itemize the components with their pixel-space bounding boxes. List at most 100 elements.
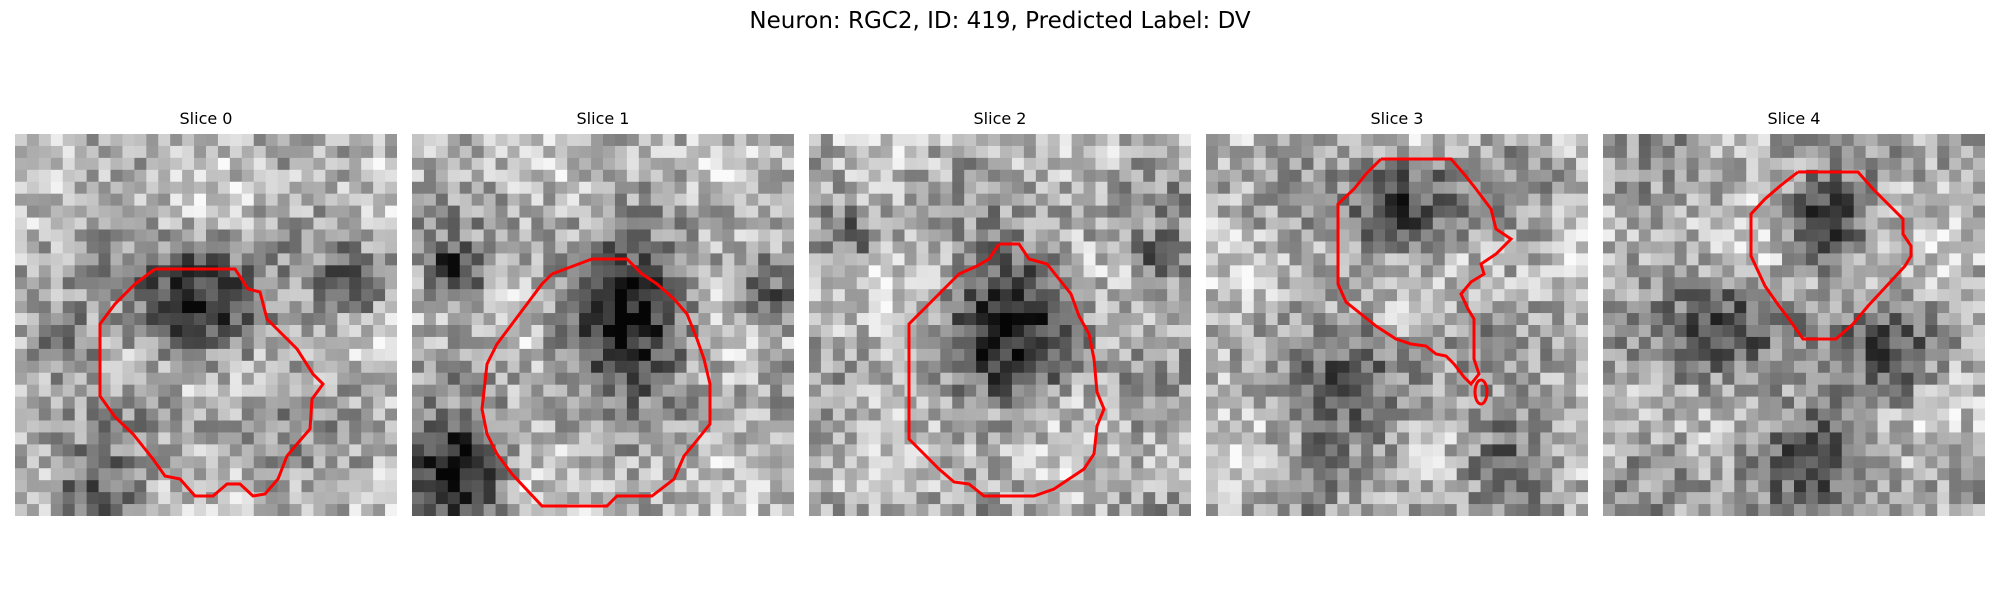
image-pixel [170, 444, 183, 457]
image-pixel [1167, 336, 1180, 350]
image-pixel [337, 229, 350, 242]
image-pixel [471, 217, 485, 230]
image-pixel [313, 432, 326, 445]
image-pixel [650, 420, 664, 433]
image-pixel [698, 313, 711, 326]
image-pixel [1468, 444, 1481, 457]
image-pixel [543, 336, 556, 350]
image-pixel [1901, 444, 1914, 457]
image-pixel [194, 169, 207, 183]
image-pixel [1853, 277, 1867, 290]
image-pixel [782, 301, 794, 314]
image-pixel [591, 408, 604, 421]
image-pixel [1722, 408, 1735, 421]
image-pixel [952, 193, 965, 207]
image-pixel [1071, 217, 1084, 230]
image-pixel [856, 253, 870, 266]
image-pixel [1516, 420, 1529, 433]
image-pixel [1614, 157, 1628, 171]
image-pixel [277, 372, 290, 386]
image-pixel [1937, 229, 1950, 242]
image-pixel [591, 336, 604, 350]
image-pixel [976, 384, 989, 398]
image-pixel [1373, 217, 1386, 230]
image-pixel [1107, 265, 1120, 278]
image-pixel [1107, 217, 1120, 230]
image-pixel [820, 408, 834, 421]
image-pixel [1853, 145, 1867, 159]
image-pixel [1083, 181, 1096, 195]
image-pixel [1504, 492, 1517, 505]
image-pixel [722, 313, 735, 326]
image-pixel [1397, 420, 1410, 433]
image-pixel [1167, 456, 1180, 469]
image-pixel [435, 145, 449, 159]
image-pixel [650, 504, 664, 516]
image-pixel [1265, 253, 1279, 266]
image-pixel [158, 456, 171, 469]
image-pixel [1167, 193, 1180, 207]
image-pixel [710, 313, 723, 326]
image-pixel [349, 468, 362, 481]
image-pixel [1313, 217, 1326, 230]
image-pixel [892, 444, 905, 457]
image-pixel [122, 157, 135, 171]
image-pixel [531, 456, 544, 469]
image-pixel [459, 313, 473, 326]
image-pixel [1373, 432, 1386, 445]
image-pixel [1564, 504, 1577, 516]
image-pixel [146, 396, 159, 409]
image-pixel [1722, 289, 1735, 302]
image-pixel [98, 253, 111, 266]
image-pixel [1528, 336, 1541, 350]
image-pixel [1794, 157, 1807, 171]
image-pixel [1480, 181, 1493, 195]
image-pixel [868, 301, 882, 314]
image-pixel [650, 157, 664, 171]
image-pixel [1143, 277, 1156, 290]
image-pixel [1674, 396, 1687, 409]
image-pixel [1794, 217, 1807, 230]
image-pixel [373, 193, 386, 207]
image-pixel [423, 181, 437, 195]
image-pixel [1552, 384, 1565, 398]
image-pixel [1603, 181, 1616, 195]
image-pixel [638, 241, 652, 254]
image-pixel [38, 408, 52, 421]
image-pixel [1686, 408, 1699, 421]
image-pixel [579, 420, 592, 433]
image-pixel [880, 325, 893, 338]
image-pixel [1325, 480, 1338, 493]
image-pixel [38, 420, 52, 433]
image-pixel [770, 277, 783, 290]
image-pixel [1408, 420, 1422, 433]
image-pixel [217, 336, 231, 350]
image-pixel [940, 193, 953, 207]
image-pixel [591, 360, 604, 374]
image-pixel [1179, 229, 1191, 242]
image-pixel [1107, 408, 1120, 421]
image-pixel [423, 289, 437, 302]
image-pixel [1576, 492, 1588, 505]
image-pixel [1722, 253, 1735, 266]
image-pixel [1794, 372, 1807, 386]
image-pixel [844, 241, 858, 254]
image-pixel [638, 193, 652, 207]
image-pixel [1119, 468, 1132, 481]
slice-panel-4: Slice 4 [1603, 110, 1985, 516]
image-pixel [880, 456, 893, 469]
image-pixel [253, 193, 267, 207]
image-pixel [217, 265, 231, 278]
image-pixel [820, 372, 834, 386]
image-pixel [770, 456, 783, 469]
image-pixel [1698, 372, 1711, 386]
image-pixel [928, 504, 941, 516]
image-pixel [758, 265, 771, 278]
image-pixel [1949, 193, 1962, 207]
image-pixel [626, 360, 640, 374]
image-pixel [134, 265, 147, 278]
image-pixel [337, 169, 350, 183]
image-pixel [940, 289, 953, 302]
image-pixel [1373, 289, 1386, 302]
image-pixel [674, 193, 687, 207]
